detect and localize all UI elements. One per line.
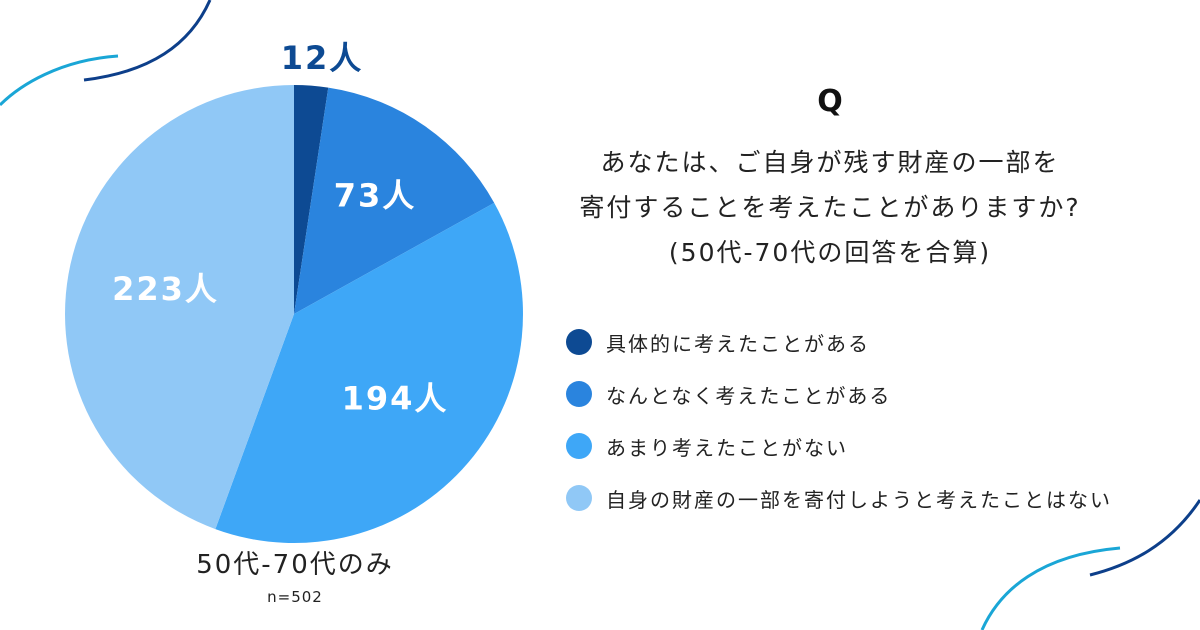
legend-item: あまり考えたことがない — [566, 420, 1112, 472]
legend-label: 自身の財産の一部を寄付しようと考えたことはない — [606, 487, 1112, 512]
legend-label: あまり考えたことがない — [606, 435, 848, 460]
pie-slice — [65, 85, 294, 530]
legend-swatch — [566, 329, 592, 355]
pie-slice — [215, 202, 523, 543]
top-left-swoosh-light — [0, 54, 119, 107]
chart-legend: 具体的に考えたことがある なんとなく考えたことがある あまり考えたことがない 自… — [566, 316, 1112, 524]
question-line-2: 寄付することを考えたことがありますか? — [579, 193, 1081, 222]
legend-item: なんとなく考えたことがある — [566, 368, 1112, 420]
legend-label: なんとなく考えたことがある — [606, 383, 892, 408]
question-line-3: (50代-70代の回答を合算) — [668, 238, 992, 267]
legend-item: 具体的に考えたことがある — [566, 316, 1112, 368]
legend-item: 自身の財産の一部を寄付しようと考えたことはない — [566, 472, 1112, 524]
slice-data-label: 12人 — [281, 39, 364, 77]
legend-swatch — [566, 433, 592, 459]
slice-data-label: 194人 — [342, 379, 449, 417]
chart-group-caption: 50代-70代のみ — [196, 550, 394, 580]
question-text: あなたは、ご自身が残す財産の一部を 寄付することを考えたことがありますか? (5… — [540, 140, 1120, 275]
chart-sample-size: n=502 — [267, 588, 323, 606]
legend-swatch — [566, 381, 592, 407]
pie-chart: 12人 73人 194人 223人 — [65, 39, 523, 543]
bottom-right-swoosh-dark — [1089, 499, 1200, 577]
pie-slice — [294, 85, 329, 314]
question-line-1: あなたは、ご自身が残す財産の一部を — [600, 148, 1060, 177]
top-left-swoosh-dark — [83, 0, 212, 82]
slice-data-label: 73人 — [334, 176, 417, 214]
slice-data-label: 223人 — [112, 270, 219, 308]
legend-label: 具体的に考えたことがある — [606, 331, 870, 356]
question-mark-label: Q — [817, 84, 843, 119]
bottom-right-swoosh-light — [980, 546, 1121, 630]
pie-slice — [294, 87, 495, 314]
legend-swatch — [566, 485, 592, 511]
